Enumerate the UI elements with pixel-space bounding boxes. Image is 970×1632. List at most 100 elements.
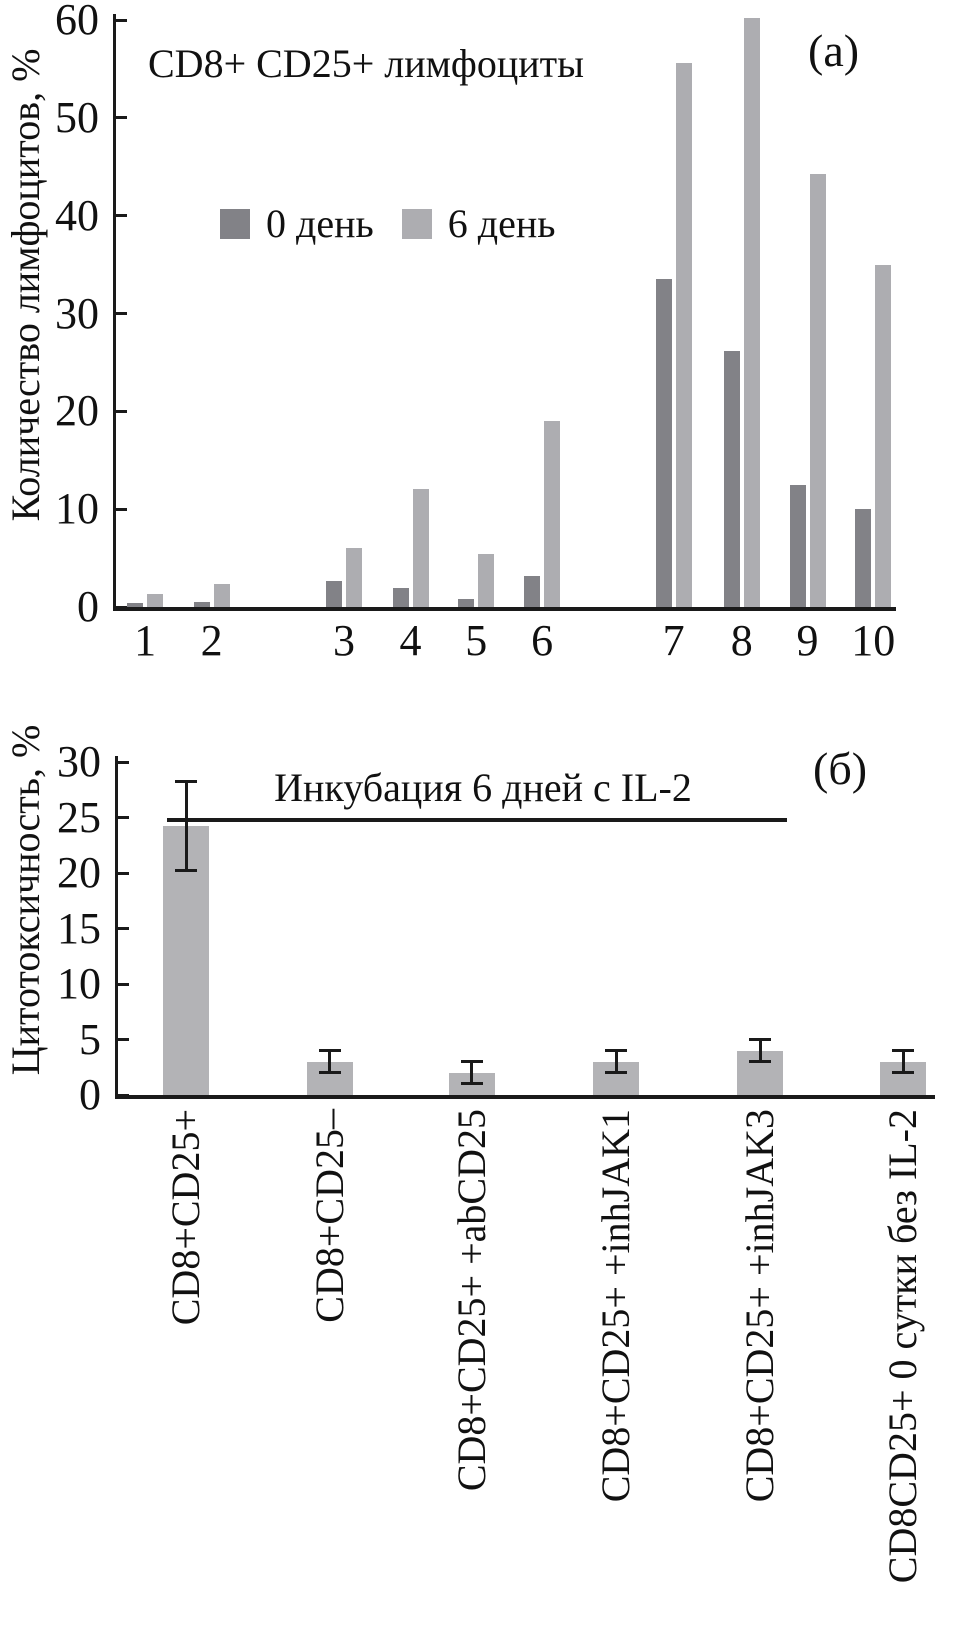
y-tick-0: [113, 605, 127, 609]
y-tick-30: [113, 312, 127, 315]
b-annotation-text: Инкубация 6 дней с IL-2: [274, 765, 692, 810]
error-bar-line-1: [184, 781, 188, 871]
y-tick-50: [113, 116, 127, 120]
x-tick-label-4: 4: [399, 616, 422, 665]
y-tick-label-30: 30: [55, 288, 99, 338]
x-tick-label-2: 2: [200, 616, 223, 665]
error-bar-cap-bottom-3: [460, 1082, 483, 1086]
annotation-line: [167, 817, 788, 822]
x-category-label-2: CD8+CD25–: [306, 1109, 352, 1323]
error-bar-cap-top-4: [605, 1049, 628, 1053]
x-tick-label-3: 3: [332, 616, 355, 665]
error-bar-line-4: [614, 1050, 618, 1073]
bar-cat9-day0: [789, 484, 806, 607]
error-bar-line-5: [758, 1039, 762, 1062]
error-bar-cap-bottom-4: [605, 1071, 628, 1075]
x-tick-label-7: 7: [662, 616, 685, 665]
legend-entry-day0: 0 день: [220, 200, 374, 247]
legend-swatch-day0: [220, 208, 250, 239]
error-bar-cap-bottom-5: [749, 1060, 772, 1064]
y-tick-15: [115, 927, 129, 930]
error-bar-line-2: [328, 1050, 332, 1073]
x-tick-label-6: 6: [531, 616, 554, 665]
a-chart-title: CD8+ CD25+ лимфоциты: [148, 41, 585, 86]
error-bar-cap-top-3: [460, 1060, 483, 1064]
bar-cat5-day6: [478, 554, 495, 607]
legend-entry-day6: 6 день: [401, 200, 556, 247]
x-tick-label-10: 10: [851, 616, 896, 665]
a-legend: 0 день 6 день: [220, 200, 556, 247]
bar-cat1-day6: [147, 594, 164, 607]
x-category-label-4: CD8+CD25+ +inhJAK1: [593, 1109, 639, 1503]
panel-b-label: (б): [813, 743, 868, 794]
bar-cat2-day0: [193, 602, 210, 607]
legend-label-day0: 0 день: [266, 201, 374, 246]
y-axis-line: [113, 14, 116, 609]
y-tick-label-10: 10: [57, 959, 101, 1008]
y-tick-5: [115, 1038, 129, 1041]
bar-cat5-day0: [458, 599, 475, 607]
error-bar-line-3: [470, 1061, 474, 1084]
y-tick-label-5: 5: [79, 1014, 101, 1064]
error-bar-cap-top-1: [175, 780, 198, 784]
y-tick-label-20: 20: [57, 848, 101, 897]
bar-cat10-day0: [855, 509, 872, 607]
error-bar-cap-bottom-6: [892, 1071, 915, 1075]
bar-cat4-day6: [412, 488, 429, 607]
y-tick-label-10: 10: [55, 484, 99, 534]
y-tick-25: [115, 816, 129, 819]
x-tick-label-1: 1: [134, 616, 157, 665]
y-tick-label-15: 15: [57, 903, 101, 953]
bar-cat1-day0: [127, 603, 144, 607]
bar-cat7-day6: [675, 63, 692, 607]
bar-cat6-day0: [524, 575, 541, 607]
y-tick-label-0: 0: [77, 582, 99, 631]
legend-label-day6: 6 день: [447, 201, 556, 246]
x-tick-label-8: 8: [730, 616, 753, 665]
bar-cat9-day6: [809, 173, 826, 607]
bar-cat7-day0: [655, 279, 672, 607]
x-tick-label-9: 9: [796, 616, 819, 665]
b-plot-area: 0 5 10 15 20 25 30 CD8+CD25+ CD8+CD25– CD8+CD25+ …: [57, 738, 935, 1583]
bar-cat3-day6: [345, 548, 362, 607]
x-category-label-5: CD8+CD25+ +inhJAK3: [737, 1109, 783, 1503]
y-tick-10: [115, 982, 129, 986]
bar-cat8-day0: [723, 350, 740, 607]
y-tick-label-30: 30: [57, 737, 101, 786]
y-tick-label-40: 40: [55, 190, 99, 240]
y-tick-60: [113, 18, 127, 22]
error-bar-line-6: [901, 1050, 905, 1073]
error-bar-cap-top-6: [892, 1049, 915, 1053]
bar-cat6-day6: [544, 421, 561, 607]
y-tick-20: [115, 871, 129, 875]
x-category-label-3: CD8+CD25+ +abCD25: [448, 1109, 494, 1492]
bar-cat3-day0: [325, 580, 342, 607]
legend-swatch-day6: [401, 208, 432, 239]
bar-cat4-day0: [392, 588, 409, 607]
y-tick-0: [115, 1093, 129, 1097]
y-tick-label-25: 25: [57, 792, 101, 842]
x-tick-label-5: 5: [465, 616, 488, 665]
a-plot-area: 0 10 20 30 40 50 60 1 2 3 4 5 6 7 8 9 10: [55, 0, 896, 665]
bar-cat8-day6: [743, 18, 760, 607]
y-tick-10: [113, 507, 127, 511]
y-tick-30: [115, 760, 129, 764]
error-bar-cap-top-2: [318, 1049, 341, 1053]
x-axis-line: [115, 1095, 935, 1099]
panel-a-label: (а): [808, 25, 860, 76]
y-tick-label-60: 60: [55, 0, 99, 44]
y-tick-label-20: 20: [55, 386, 99, 436]
bar-cat2-day6: [213, 583, 230, 607]
bar-cat10-day6: [875, 264, 892, 607]
error-bar-cap-top-5: [749, 1038, 772, 1041]
y-tick-label-50: 50: [55, 92, 99, 142]
error-bar-cap-bottom-2: [318, 1071, 341, 1075]
y-axis-line: [115, 756, 118, 1097]
x-category-label-1: CD8+CD25+: [163, 1109, 209, 1326]
y-tick-label-0: 0: [79, 1070, 101, 1119]
error-bar-cap-bottom-1: [175, 869, 198, 873]
y-tick-20: [113, 409, 127, 413]
x-category-label-6: CD8CD25+ 0 сутки без IL-2: [880, 1109, 926, 1584]
y-tick-40: [113, 214, 127, 218]
